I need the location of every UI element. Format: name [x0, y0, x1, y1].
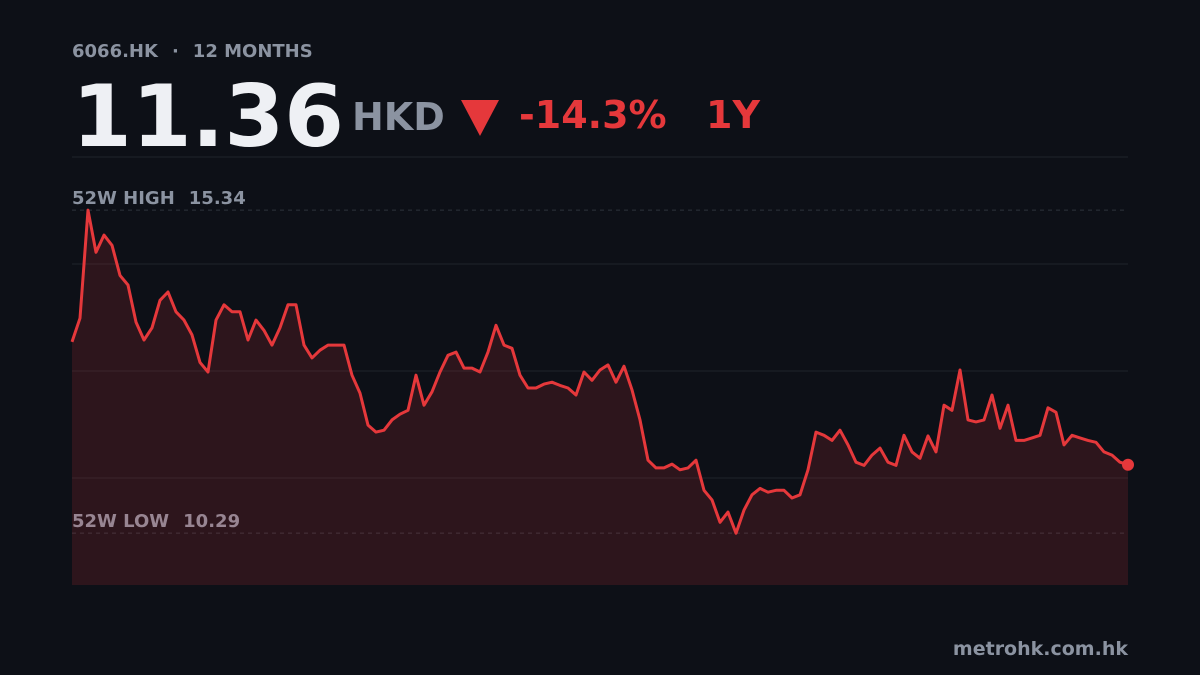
header-line: 6066.HK · 12 MONTHS [72, 41, 313, 62]
reference-value: 10.29 [183, 511, 240, 532]
price-line [70, 208, 1129, 535]
currency: HKD [352, 95, 445, 139]
reference-name: 52W HIGH [72, 188, 175, 209]
reference-label: 52W HIGH 15.34 [72, 188, 246, 209]
change: -14.3% [519, 93, 667, 137]
range: 12 MONTHS [193, 41, 313, 62]
plot: 52W HIGH 15.34 52W LOW 10.29 [70, 188, 1134, 585]
period: 1Y [706, 93, 760, 137]
source: metrohk.com.hk [953, 638, 1128, 660]
reference-label: 52W LOW 10.29 [72, 511, 240, 532]
last-point [1122, 458, 1134, 471]
reference-value: 15.34 [189, 188, 246, 209]
down-arrow [461, 100, 499, 136]
price: 11.36 [72, 67, 344, 167]
separator: · [172, 41, 179, 62]
reference-name: 52W LOW [72, 511, 169, 532]
area [72, 210, 1128, 585]
ticker: 6066.HK [72, 41, 159, 62]
